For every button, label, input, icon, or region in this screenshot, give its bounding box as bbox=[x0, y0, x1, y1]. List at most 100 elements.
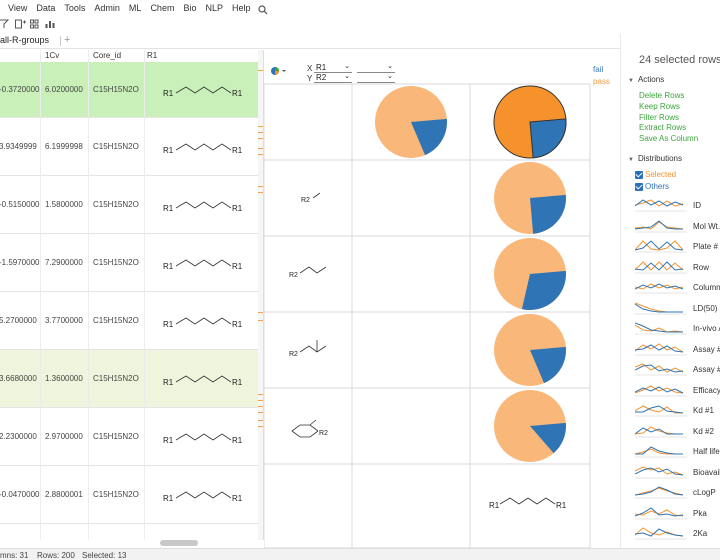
distribution-row[interactable]: Kd #1 bbox=[635, 402, 720, 418]
menu-bio[interactable]: Bio bbox=[183, 3, 197, 13]
table-cell[interactable]: -0.3720000 bbox=[0, 85, 40, 94]
viewer-type-icon[interactable] bbox=[270, 66, 288, 76]
table-cell[interactable]: 2.8800001 bbox=[45, 490, 83, 499]
table-row[interactable]: 5.2700000 3.7700000 C15H15N2O R1 R1 bbox=[0, 292, 258, 350]
table-cell[interactable]: C15H15N2O bbox=[93, 490, 139, 499]
distribution-row[interactable]: In-vivo A bbox=[635, 320, 720, 336]
table-row[interactable]: -1.5970000 7.2900000 C15H15N2O R1 R1 bbox=[0, 234, 258, 292]
table-cell[interactable]: C15H15N2O bbox=[93, 85, 139, 94]
search-icon[interactable] bbox=[257, 4, 268, 15]
menu-nlp[interactable]: NLP bbox=[205, 3, 223, 13]
distribution-label: Pka bbox=[693, 508, 707, 518]
table-cell[interactable]: 7.2900000 bbox=[45, 258, 83, 267]
distribution-row[interactable]: Mol Wt. bbox=[635, 218, 720, 234]
horizontal-scrollbar[interactable] bbox=[160, 540, 198, 546]
extract-rows-action[interactable]: Extract Rows bbox=[639, 123, 687, 132]
distribution-row[interactable]: Assay # bbox=[635, 361, 720, 377]
table-row[interactable]: -0.0470000 2.8800001 C15H15N2O R1 R1 bbox=[0, 466, 258, 524]
column-header-1cv[interactable]: 1Cv bbox=[45, 51, 60, 60]
legend-fail[interactable]: fail bbox=[593, 65, 604, 74]
distribution-row[interactable]: Pka bbox=[635, 505, 720, 521]
table-row[interactable]: 3.6680000 1.3600000 C15H15N2O R1 R1 bbox=[0, 350, 258, 408]
table-cell[interactable]: -0.0470000 bbox=[0, 490, 40, 499]
data-grid[interactable]: 1Cv Core_id R1 -0.3720000 6.0200000 C15H15… bbox=[0, 50, 264, 540]
table-cell[interactable]: C15H15N2O bbox=[93, 142, 139, 151]
table-cell[interactable]: C15H15N2O bbox=[93, 258, 139, 267]
table-row[interactable]: -0.5150000 1.5800000 C15H15N2O R1 R1 bbox=[0, 176, 258, 234]
others-checkbox[interactable] bbox=[635, 183, 643, 191]
save-as-column-action[interactable]: Save As Column bbox=[639, 134, 699, 143]
table-cell[interactable]: C15H15N2O bbox=[93, 200, 139, 209]
distribution-row[interactable]: 2Ka bbox=[635, 525, 720, 541]
tab-all-r-groups[interactable]: all-R-groups bbox=[0, 35, 50, 45]
selection-mark bbox=[258, 154, 263, 155]
trellis-plot[interactable]: R2 R2 R2 R2 R1 R1 bbox=[264, 60, 620, 548]
legend-pass[interactable]: pass bbox=[593, 77, 610, 86]
distribution-row[interactable]: LD(50) bbox=[635, 300, 720, 316]
menu-ml[interactable]: ML bbox=[128, 3, 142, 13]
x2-column-select[interactable]: ⌄ bbox=[357, 63, 395, 73]
table-cell[interactable]: 6.1999998 bbox=[45, 142, 83, 151]
add-tab-button[interactable]: + bbox=[64, 34, 71, 46]
pie-slice-fail[interactable] bbox=[530, 194, 566, 234]
distribution-row[interactable]: Row bbox=[635, 259, 720, 275]
sparkline-others bbox=[635, 240, 684, 251]
distribution-row[interactable]: Efficacy bbox=[635, 382, 720, 398]
table-row[interactable]: 3.9349999 6.1999998 C15H15N2O R1 R1 bbox=[0, 118, 258, 176]
filter-rows-action[interactable]: Filter Rows bbox=[639, 113, 680, 122]
add-viewer-icon[interactable] bbox=[15, 19, 26, 29]
y2-column-select[interactable]: ⌄ bbox=[357, 73, 395, 83]
table-cell[interactable]: 2.2300000 bbox=[0, 432, 37, 441]
menu-chem[interactable]: Chem bbox=[150, 3, 175, 13]
distribution-row[interactable]: ID bbox=[635, 197, 720, 213]
distribution-row[interactable]: Kd #2 bbox=[635, 423, 720, 439]
column-header-core-id[interactable]: Core_id bbox=[93, 51, 122, 60]
y-column-select[interactable]: R2 ⌄ bbox=[314, 73, 352, 83]
distribution-row[interactable]: Half life bbox=[635, 443, 720, 459]
distribution-row[interactable]: Assay # bbox=[635, 341, 720, 357]
bar-chart-icon[interactable] bbox=[45, 19, 56, 29]
x-column-select[interactable]: R1 ⌄ bbox=[314, 63, 352, 73]
pie-slice-fail[interactable] bbox=[411, 118, 447, 156]
table-row[interactable]: -0.3720000 6.0200000 C15H15N2O R1 R1 bbox=[0, 62, 258, 118]
keep-rows-action[interactable]: Keep Rows bbox=[639, 102, 680, 111]
table-cell[interactable]: -1.5970000 bbox=[0, 258, 40, 267]
table-cell[interactable]: 6.0200000 bbox=[45, 85, 83, 94]
table-cell[interactable]: C15H15N2O bbox=[93, 316, 139, 325]
tab-bar: all-R-groups + bbox=[0, 33, 620, 49]
selected-checkbox[interactable] bbox=[635, 171, 643, 179]
table-cell[interactable]: 5.2700000 bbox=[0, 316, 37, 325]
grid-view-icon[interactable] bbox=[30, 19, 41, 29]
distribution-row[interactable]: Column bbox=[635, 279, 720, 295]
actions-section-header[interactable]: ▼ Actions bbox=[628, 75, 664, 84]
pie-slice-fail[interactable] bbox=[530, 346, 566, 384]
table-cell[interactable]: 1.5800000 bbox=[45, 200, 83, 209]
menu-tools[interactable]: Tools bbox=[64, 3, 86, 13]
table-cell[interactable]: -0.5150000 bbox=[0, 200, 40, 209]
menu-help[interactable]: Help bbox=[231, 3, 251, 13]
table-cell[interactable]: C15H15N2O bbox=[93, 432, 139, 441]
pie-slice-fail[interactable] bbox=[521, 270, 566, 311]
table-cell[interactable]: 3.9349999 bbox=[0, 142, 37, 151]
distributions-section-header[interactable]: ▼ Distributions bbox=[628, 154, 682, 163]
distribution-row[interactable]: Plate # bbox=[635, 238, 720, 254]
table-cell[interactable]: C15H15N2O bbox=[93, 374, 139, 383]
menu-admin[interactable]: Admin bbox=[94, 3, 120, 13]
pie-slice-fail[interactable] bbox=[530, 422, 566, 454]
table-cell[interactable]: 3.6680000 bbox=[0, 374, 37, 383]
table-cell[interactable]: 2.9700000 bbox=[45, 432, 83, 441]
sparkline-chart bbox=[635, 465, 687, 478]
distribution-row[interactable]: Bioavail bbox=[635, 464, 720, 480]
column-header-r1[interactable]: R1 bbox=[147, 51, 158, 60]
menu-data[interactable]: Data bbox=[36, 3, 56, 13]
distribution-row[interactable]: cLogP bbox=[635, 484, 720, 500]
filter-icon[interactable] bbox=[0, 19, 11, 29]
selection-marks-strip[interactable] bbox=[258, 50, 263, 540]
table-cell[interactable]: 3.7700000 bbox=[45, 316, 83, 325]
menu-view[interactable]: View bbox=[8, 3, 28, 13]
sparkline-others bbox=[635, 219, 683, 229]
table-cell[interactable]: 1.3600000 bbox=[45, 374, 83, 383]
delete-rows-action[interactable]: Delete Rows bbox=[639, 91, 685, 100]
table-row[interactable]: 2.2300000 2.9700000 C15H15N2O R1 R1 bbox=[0, 408, 258, 466]
pie-slice-fail[interactable] bbox=[529, 118, 567, 159]
